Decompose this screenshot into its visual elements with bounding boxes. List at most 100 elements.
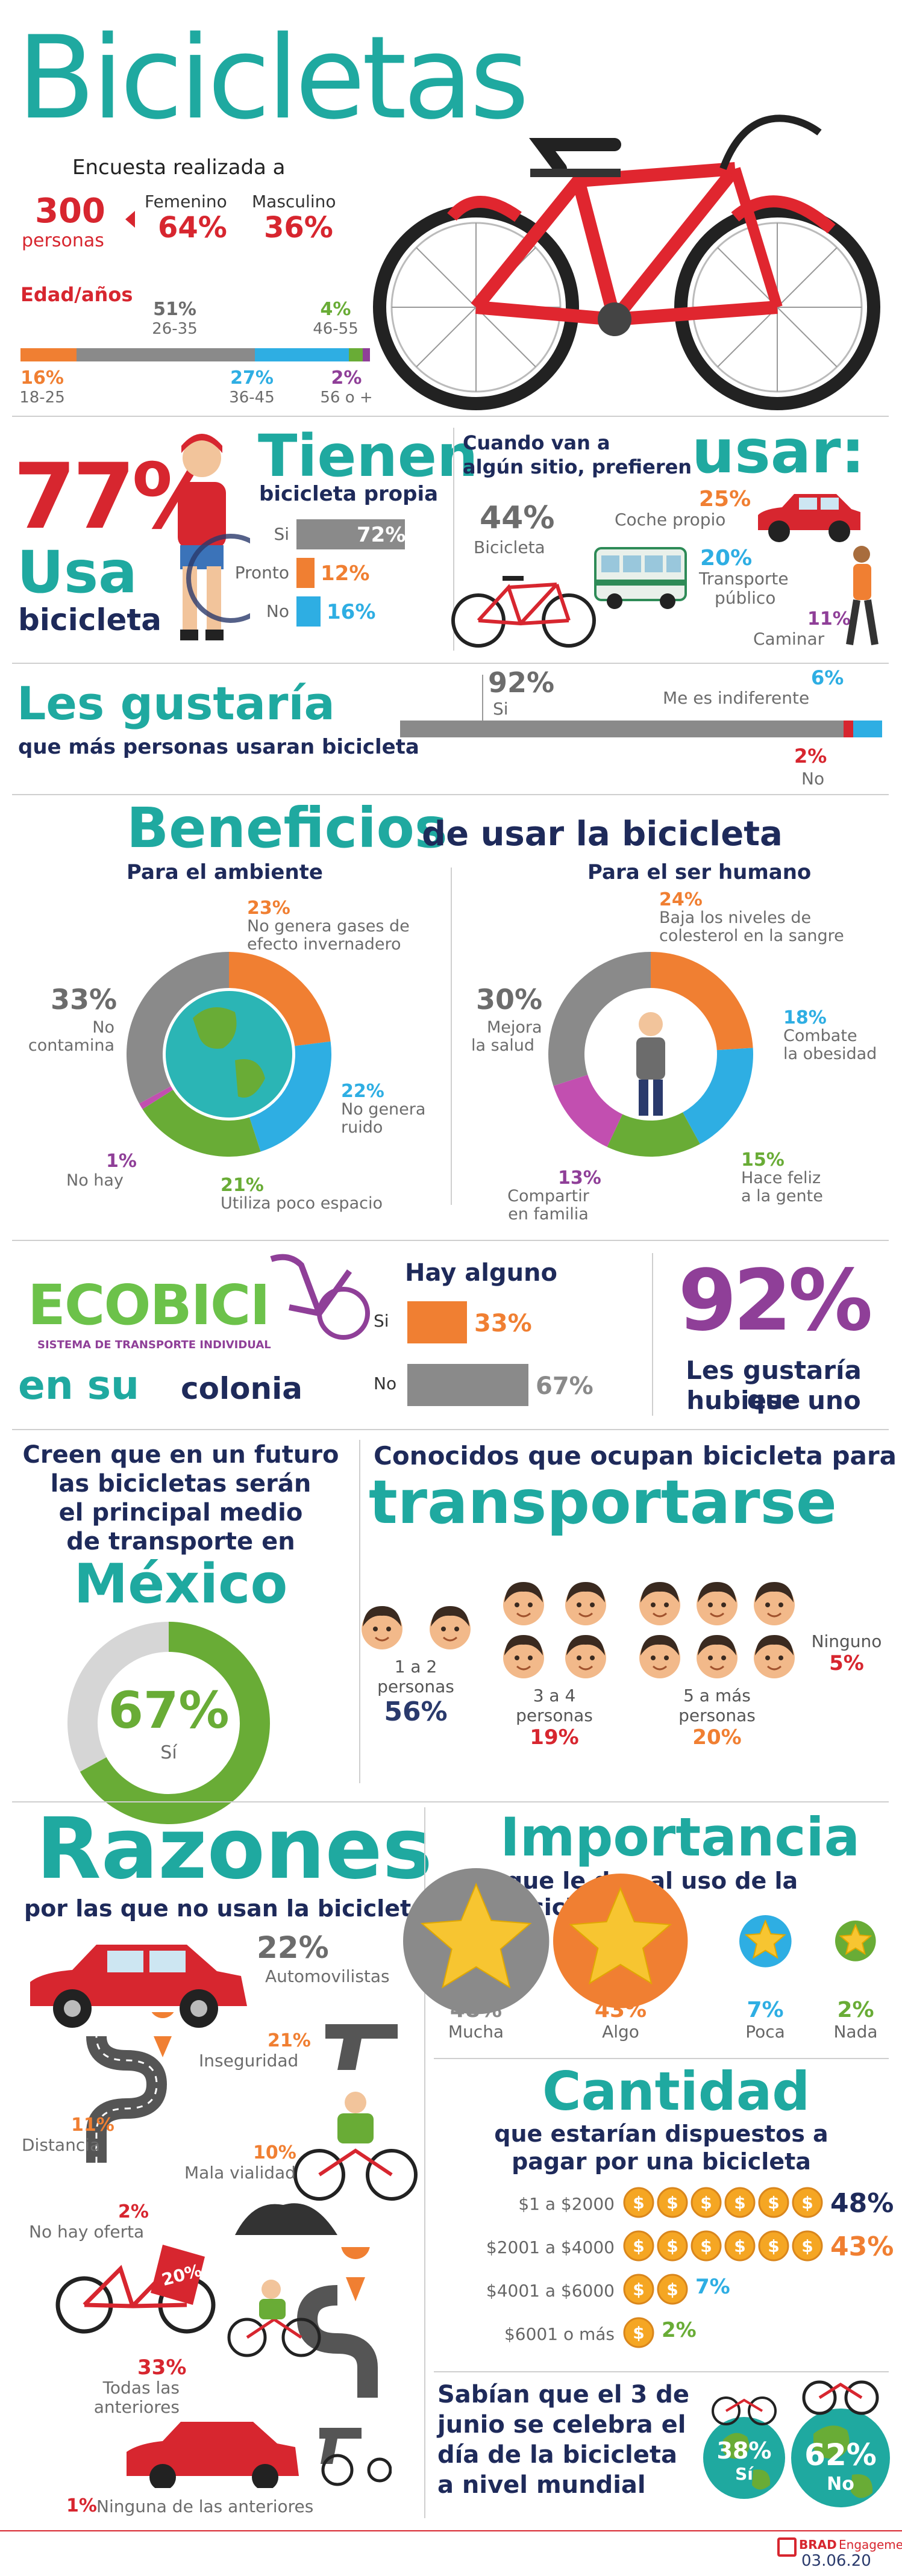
env-label-33a: No xyxy=(92,1018,114,1037)
known-label2: personas xyxy=(678,1705,756,1725)
svg-text:$: $ xyxy=(801,2193,813,2213)
bikeday-yes-label: Sí xyxy=(735,2464,753,2484)
human-label-30b: la salud xyxy=(471,1036,534,1055)
red-car-image xyxy=(30,1945,247,2028)
env-pct-22: 22% xyxy=(341,1081,384,1102)
male-pct: 36% xyxy=(264,211,333,245)
importance-pct: 43% xyxy=(594,1998,647,2022)
reason-pct-roads: 10% xyxy=(253,2142,296,2163)
future-country: México xyxy=(74,1552,288,1616)
amount-pct: 48% xyxy=(830,2188,894,2219)
coin-icon: $ xyxy=(657,2274,688,2305)
wish-yes-leader xyxy=(482,675,483,721)
own-bar-chart: Si 72% Pronto 12% No 16% xyxy=(229,519,446,640)
age-range: 46-55 xyxy=(313,320,359,338)
env-label-21: Utiliza poco espacio xyxy=(221,1194,383,1213)
face-icon xyxy=(503,1582,544,1625)
known-pct: 56% xyxy=(384,1696,448,1727)
env-title: Para el ambiente xyxy=(127,860,323,884)
wish-seg-yes xyxy=(400,721,844,737)
known-title1: Conocidos que ocupan bicicleta para xyxy=(374,1441,897,1471)
amount-subtitle2: pagar por una bicicleta xyxy=(512,2148,811,2175)
age-range: 36-45 xyxy=(229,389,275,407)
known-pct: 19% xyxy=(530,1725,579,1749)
prefer-big: usar: xyxy=(692,416,865,487)
amount-pct: 2% xyxy=(662,2318,697,2342)
prefer-line2: algún sitio, xyxy=(463,455,585,478)
ecobici-row-label: No xyxy=(374,1374,397,1393)
faces-grid xyxy=(494,1578,615,1681)
female-label: Femenino xyxy=(145,192,227,211)
divider xyxy=(12,1801,889,1802)
ecobici-caption1: en su xyxy=(18,1362,139,1408)
face-icon xyxy=(754,1582,795,1625)
age-title: Edad/años xyxy=(20,283,133,306)
divider xyxy=(12,663,889,664)
divider xyxy=(451,868,452,1205)
donut-slice xyxy=(607,1112,700,1157)
red-bicycle-image xyxy=(451,576,596,648)
human-pct-13: 13% xyxy=(558,1168,601,1189)
hero-bicycle-image xyxy=(373,114,880,410)
age-label-26-35: 51% 26-35 xyxy=(139,299,211,338)
age-pct: 51% xyxy=(153,299,196,320)
svg-text:$: $ xyxy=(666,2236,678,2256)
divider xyxy=(434,2058,889,2059)
survey-label: Encuesta realizada a xyxy=(72,155,286,180)
face-icon xyxy=(565,1582,606,1625)
people-label: personas xyxy=(22,230,104,251)
face-icon xyxy=(429,1606,471,1649)
donut-slice xyxy=(229,952,331,1046)
wish-indif-label: Me es indiferente xyxy=(663,688,810,708)
age-segment xyxy=(254,348,349,361)
env-pct-21: 21% xyxy=(221,1175,264,1196)
importance-star-icon xyxy=(835,1921,876,1962)
donut-slice xyxy=(142,1089,261,1157)
reasons-subtitle: por las que no usan la bicicleta xyxy=(24,1895,427,1922)
divider xyxy=(453,428,454,651)
known-label2: personas xyxy=(377,1677,454,1696)
own-row-label: No xyxy=(266,601,289,621)
bikeday-yes-pct: 38% xyxy=(716,2437,772,2464)
svg-text:$: $ xyxy=(768,2236,779,2256)
male-label: Masculino xyxy=(252,192,336,211)
coin-icon: $ xyxy=(623,2187,654,2218)
coin-icon: $ xyxy=(724,2230,756,2262)
female-pct: 64% xyxy=(158,211,227,245)
face-icon xyxy=(503,1635,544,1678)
own-title: Tienen xyxy=(258,422,478,490)
divider xyxy=(12,1429,889,1430)
known-label1: 5 a más xyxy=(683,1686,751,1705)
red-car-image xyxy=(758,494,860,542)
known-label1: 3 a 4 xyxy=(533,1686,576,1705)
env-label-22b: ruido xyxy=(341,1118,383,1137)
age-bar xyxy=(20,348,370,361)
known-label2: personas xyxy=(516,1705,593,1725)
env-label-33b: contamina xyxy=(28,1036,114,1055)
importance-title: Importancia xyxy=(500,1806,860,1868)
own-subtitle: bicicleta propia xyxy=(259,482,439,506)
own-row-pct: 16% xyxy=(327,600,376,624)
reason-label-distance: Distancia xyxy=(22,2135,101,2155)
benefits-subtitle: de usar la bicicleta xyxy=(422,814,783,854)
human-label-30a: Mejora xyxy=(487,1018,542,1037)
age-label-18-25: 16% 18-25 xyxy=(12,367,72,407)
bikeday-no-label: No xyxy=(827,2474,854,2495)
cyclist-person-image xyxy=(178,434,250,640)
age-range: 26-35 xyxy=(152,320,198,338)
future-line3: el principal medio xyxy=(58,1499,303,1527)
divider xyxy=(12,1240,889,1241)
ecobici-want-pct: 92% xyxy=(678,1252,872,1350)
wish-no-label: No xyxy=(801,769,825,789)
human-label-15b: a la gente xyxy=(741,1187,823,1205)
people-count: 300 xyxy=(35,192,105,231)
human-label-24b: colesterol en la sangre xyxy=(659,927,844,945)
sale-bicycle-image xyxy=(55,2245,216,2334)
age-label-46-55: 4% 46-55 xyxy=(302,299,369,338)
prefer-bus-label1: Transporte xyxy=(699,569,789,589)
importance-label: Poca xyxy=(745,2022,785,2042)
donut-slice xyxy=(80,1622,270,1824)
page-title: Bicicletas xyxy=(17,11,529,145)
own-row-bar xyxy=(296,519,405,549)
own-row-label: Si xyxy=(274,524,289,544)
